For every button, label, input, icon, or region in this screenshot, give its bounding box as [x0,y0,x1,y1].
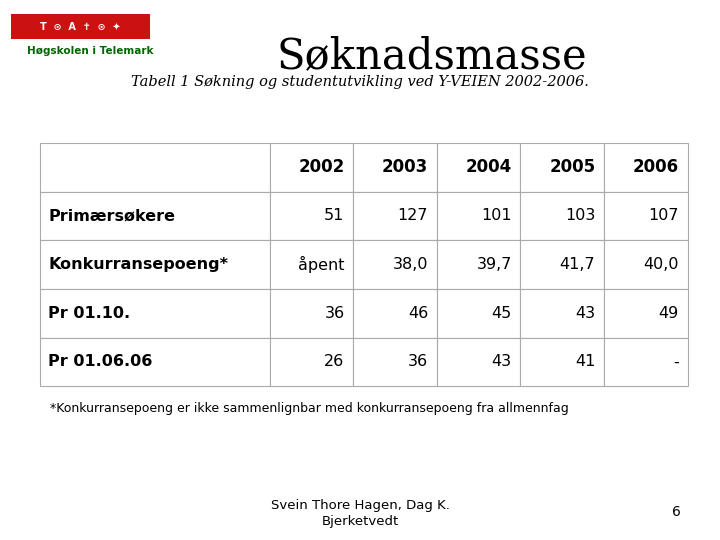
Bar [604,143,688,192]
Text: Pr 01.06.06: Pr 01.06.06 [48,354,153,369]
Text: 6: 6 [672,505,680,519]
Text: 2005: 2005 [549,158,595,177]
Text: 26: 26 [324,354,345,369]
Bar [604,289,688,338]
Text: Konkurransepoeng*: Konkurransepoeng* [48,257,228,272]
Bar [269,143,354,192]
Text: 36: 36 [325,306,345,321]
Text: 51: 51 [324,208,345,224]
Text: Søknadsmasse: Søknadsmasse [276,35,588,77]
Bar [521,143,604,192]
Bar [437,240,521,289]
Text: 39,7: 39,7 [477,257,512,272]
Bar [269,240,354,289]
Text: 41: 41 [575,354,595,369]
Text: 2006: 2006 [633,158,679,177]
Bar [354,240,437,289]
Bar [521,338,604,386]
Text: 103: 103 [565,208,595,224]
Text: 2003: 2003 [382,158,428,177]
Bar [604,240,688,289]
Text: 101: 101 [481,208,512,224]
Text: 43: 43 [575,306,595,321]
Text: Tabell 1 Søkning og studentutvikling ved Y-VEIEN 2002-2006.: Tabell 1 Søkning og studentutvikling ved… [131,75,589,89]
Text: 2004: 2004 [466,158,512,177]
Text: åpent: åpent [298,256,345,273]
Text: -: - [673,354,679,369]
Bar [40,289,269,338]
Text: *Konkurransepoeng er ikke sammenlignbar med konkurransepoeng fra allmennfag: *Konkurransepoeng er ikke sammenlignbar … [50,402,569,415]
Text: 43: 43 [492,354,512,369]
Bar [269,192,354,240]
Bar [354,338,437,386]
Bar [11,14,150,39]
Text: 49: 49 [659,306,679,321]
Bar [40,338,269,386]
Bar [354,192,437,240]
Text: T  ⊙  A  ✝  ⊙  ✦: T ⊙ A ✝ ⊙ ✦ [40,22,121,31]
Text: 36: 36 [408,354,428,369]
Bar [521,240,604,289]
Bar [437,338,521,386]
Bar [521,192,604,240]
Bar [604,338,688,386]
Text: 41,7: 41,7 [559,257,595,272]
Text: 38,0: 38,0 [392,257,428,272]
Bar [40,192,269,240]
Text: 107: 107 [649,208,679,224]
Text: 45: 45 [492,306,512,321]
Bar [40,143,269,192]
Text: Svein Thore Hagen, Dag K.
Bjerketvedt: Svein Thore Hagen, Dag K. Bjerketvedt [271,500,449,528]
Bar [521,289,604,338]
Bar [354,289,437,338]
Bar [437,192,521,240]
Bar [437,289,521,338]
Text: Pr 01.10.: Pr 01.10. [48,306,130,321]
Bar [437,143,521,192]
Text: 127: 127 [397,208,428,224]
Bar [354,143,437,192]
Text: Høgskolen i Telemark: Høgskolen i Telemark [27,46,153,56]
Text: Primærsøkere: Primærsøkere [48,208,175,224]
Text: 46: 46 [408,306,428,321]
Bar [604,192,688,240]
Text: 40,0: 40,0 [644,257,679,272]
Bar [269,338,354,386]
Bar [40,240,269,289]
Text: 2002: 2002 [298,158,345,177]
Bar [269,289,354,338]
